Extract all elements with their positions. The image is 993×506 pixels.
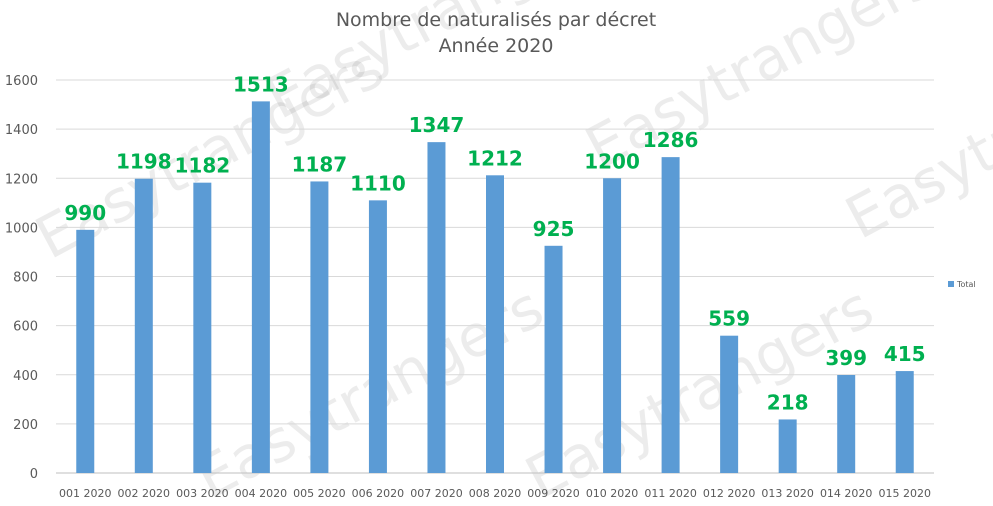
y-tick-label: 1600: [5, 74, 38, 89]
bar: [603, 178, 622, 473]
data-label: 1110: [350, 171, 406, 195]
x-tick-label: 001 2020: [59, 487, 112, 500]
y-tick-label: 400: [13, 369, 38, 384]
y-tick-label: 600: [13, 320, 38, 335]
data-label: 1182: [174, 154, 230, 178]
y-tick-label: 1000: [5, 221, 38, 236]
bar: [895, 371, 914, 473]
y-tick-label: 200: [13, 418, 38, 433]
x-tick-label: 010 2020: [586, 487, 639, 500]
watermark-text: Easytrangers: [835, 13, 993, 252]
x-tick-label: 013 2020: [761, 487, 814, 500]
data-label: 559: [708, 307, 750, 331]
x-tick-label: 008 2020: [469, 487, 522, 500]
chart-subtitle: Année 2020: [439, 35, 554, 57]
data-label: 1513: [233, 72, 289, 96]
x-tick-label: 004 2020: [235, 487, 288, 500]
bar: [193, 182, 212, 473]
bar: [720, 335, 739, 473]
bar: [251, 101, 270, 473]
bar: [837, 374, 856, 473]
x-tick-label: 011 2020: [644, 487, 697, 500]
watermark-text: Easytrangers: [515, 273, 884, 506]
chart-title: Nombre de naturalisés par décret: [336, 9, 656, 31]
data-label: 925: [533, 217, 575, 241]
bar: [76, 229, 95, 473]
x-tick-label: 012 2020: [703, 487, 756, 500]
data-label: 1286: [643, 128, 699, 152]
bar: [368, 200, 387, 473]
x-tick-label: 003 2020: [176, 487, 229, 500]
y-tick-label: 1400: [5, 123, 38, 138]
x-axis: 001 2020 002 2020 003 2020 004 2020 005 2020…: [59, 487, 931, 500]
bar: [486, 175, 504, 474]
data-label: 399: [825, 346, 867, 370]
x-tick-label: 006 2020: [352, 487, 405, 500]
bars: [76, 101, 914, 474]
bar: [778, 419, 797, 473]
data-label: 990: [64, 201, 106, 225]
y-axis: 0 200 400 600 800 1000 1200 1400 1600: [5, 74, 38, 482]
x-tick-label: 009 2020: [527, 487, 580, 500]
data-label: 1200: [584, 149, 640, 173]
x-tick-label: 005 2020: [293, 487, 346, 500]
x-tick-label: 015 2020: [878, 487, 931, 500]
data-label: 1198: [116, 150, 172, 174]
legend-swatch: [948, 281, 954, 287]
y-tick-label: 0: [30, 467, 38, 482]
bar: [310, 181, 329, 474]
bar: [134, 178, 153, 473]
data-label: 218: [767, 390, 809, 414]
x-tick-label: 014 2020: [820, 487, 873, 500]
data-label: 1187: [292, 152, 348, 176]
legend-label: Total: [956, 280, 976, 289]
y-tick-label: 800: [13, 271, 38, 286]
data-label: 1212: [467, 146, 523, 170]
x-tick-label: 007 2020: [410, 487, 463, 500]
data-label: 1347: [409, 113, 465, 137]
bar: [427, 142, 446, 473]
y-tick-label: 1200: [5, 172, 38, 187]
bar: [544, 245, 563, 473]
x-tick-label: 002 2020: [118, 487, 171, 500]
data-label: 415: [884, 342, 926, 366]
legend: Total: [948, 280, 976, 289]
bar: [661, 157, 680, 473]
